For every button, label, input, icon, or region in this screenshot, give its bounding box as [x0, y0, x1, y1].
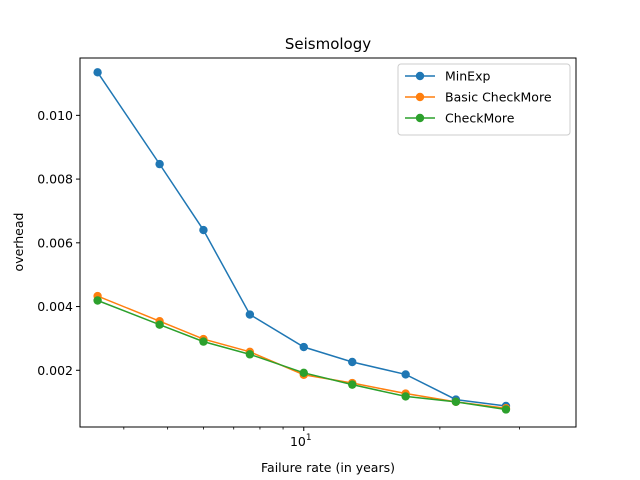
legend-label-basic-checkmore: Basic CheckMore: [445, 90, 552, 105]
legend-box: [397, 63, 571, 136]
data-point-minexp: [155, 159, 164, 169]
legend: MinExp Basic CheckMore CheckMore: [397, 63, 571, 136]
legend-marker-minexp: [415, 71, 425, 81]
legend-label-minexp: MinExp: [445, 69, 490, 84]
data-point-checkmore: [199, 337, 208, 346]
data-point-minexp: [199, 225, 208, 235]
x-axis-label: Failure rate (in years): [261, 460, 395, 475]
data-point-checkmore: [451, 397, 461, 407]
series-line-checkmore: [97, 299, 507, 411]
data-point-checkmore: [245, 350, 255, 359]
legend-marker-checkmore: [415, 113, 425, 123]
y-tick-label: 0.004: [37, 299, 73, 314]
data-point-checkmore: [501, 405, 511, 414]
data-point-checkmore: [299, 368, 308, 378]
data-point-minexp: [401, 370, 410, 379]
data-point-minexp: [348, 357, 357, 367]
legend-marker-basic-checkmore: [415, 92, 425, 102]
data-point-minexp: [299, 342, 308, 352]
legend-label-checkmore: CheckMore: [445, 111, 515, 126]
data-point-minexp: [93, 68, 102, 77]
y-tick-label: 0.010: [37, 108, 73, 123]
data-point-checkmore: [401, 392, 410, 401]
y-axis-label: overhead: [11, 213, 26, 272]
chart-title: Seismology: [285, 35, 371, 53]
x-tick-label: 101: [290, 433, 312, 449]
data-point-checkmore: [155, 320, 164, 329]
y-tick-label: 0.002: [37, 363, 73, 378]
y-tick-label: 0.008: [37, 172, 73, 187]
series-line-basic-checkmore: [97, 295, 507, 409]
data-point-checkmore: [348, 380, 357, 389]
data-point-checkmore: [93, 296, 102, 305]
data-point-minexp: [245, 310, 255, 319]
y-tick-label: 0.006: [37, 235, 73, 250]
